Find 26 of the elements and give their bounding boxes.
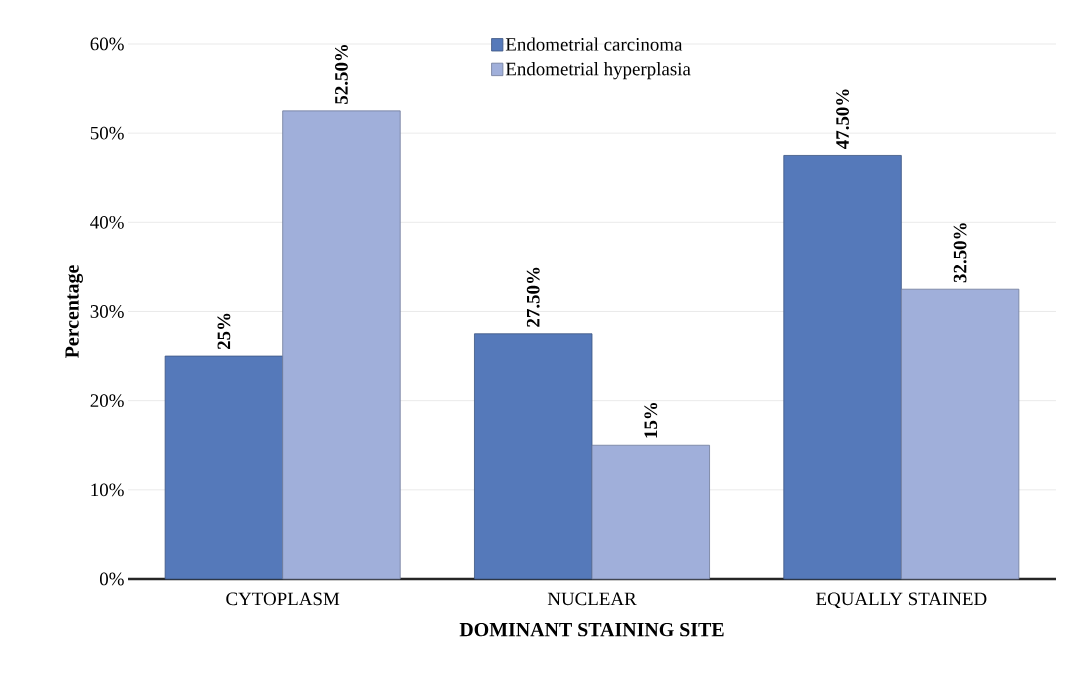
x-tick-label: NUCLEAR bbox=[547, 592, 637, 606]
y-tick-label: 60% bbox=[90, 37, 124, 51]
legend-label: Endometrial carcinoma bbox=[505, 37, 683, 51]
y-tick-label: 30% bbox=[90, 305, 124, 318]
y-tick-label: 20% bbox=[90, 394, 124, 408]
x-axis-title: DOMINANT STAINING SITE bbox=[459, 622, 724, 637]
bar bbox=[282, 110, 401, 580]
legend-label: Endometrial hyperplasia bbox=[505, 62, 691, 80]
x-tick-label: EQUALLY STAINED bbox=[816, 592, 987, 609]
bar bbox=[783, 155, 902, 580]
data-label: 47.50% bbox=[836, 89, 849, 149]
y-tick-label: 0% bbox=[99, 572, 124, 586]
bar bbox=[591, 444, 710, 580]
bar bbox=[164, 355, 284, 580]
y-tick-label: 10% bbox=[91, 483, 124, 497]
y-axis-title: Percentage bbox=[65, 265, 83, 358]
data-label: 32.50% bbox=[953, 223, 967, 283]
y-tick-label: 50% bbox=[90, 126, 124, 140]
bar bbox=[474, 333, 593, 580]
bar bbox=[900, 288, 1020, 580]
data-label: 25% bbox=[217, 313, 231, 350]
data-label: 52.50% bbox=[335, 44, 348, 104]
y-tick-label: 40% bbox=[90, 215, 124, 229]
x-tick-label: CYTOPLASM bbox=[226, 592, 340, 606]
data-label: 27.50% bbox=[526, 267, 540, 327]
data-label: 15% bbox=[644, 402, 658, 438]
